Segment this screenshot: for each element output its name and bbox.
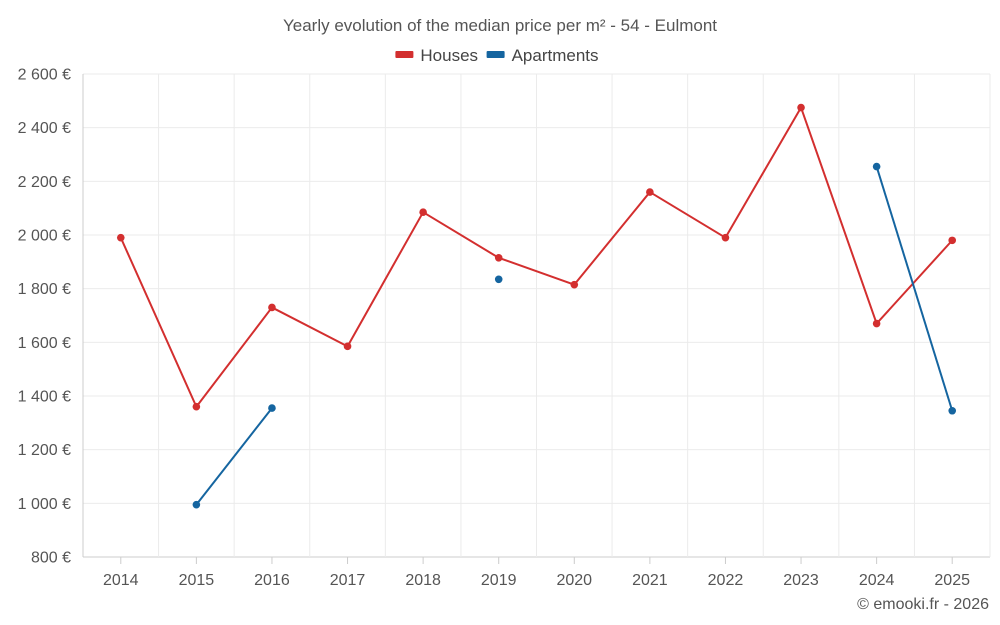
legend-swatch xyxy=(486,51,505,58)
series-lines xyxy=(116,103,957,509)
data-point[interactable] xyxy=(797,103,805,112)
y-tick-label: 2 200 € xyxy=(18,174,71,191)
grid-lines xyxy=(82,73,991,558)
data-point[interactable] xyxy=(872,319,881,328)
y-tick-label: 1 800 € xyxy=(18,281,71,298)
x-tick-label: 2020 xyxy=(556,572,592,589)
data-point[interactable] xyxy=(948,406,957,415)
data-point[interactable] xyxy=(570,280,579,289)
y-tick-label: 1 200 € xyxy=(18,442,71,459)
x-tick-label: 2014 xyxy=(103,572,139,589)
legend-label: Houses xyxy=(420,46,478,65)
x-tick-label: 2016 xyxy=(254,572,290,589)
credit-text: © emooki.fr - 2026 xyxy=(857,596,989,613)
series-line xyxy=(195,407,273,506)
chart-title: Yearly evolution of the median price per… xyxy=(283,16,717,35)
x-tick-label: 2017 xyxy=(330,572,366,589)
data-point[interactable] xyxy=(268,404,276,412)
y-tick-label: 2 600 € xyxy=(18,67,71,84)
series-houses xyxy=(116,103,957,411)
x-tick-label: 2015 xyxy=(179,572,215,589)
legend-item-apartments[interactable]: Apartments xyxy=(486,46,599,65)
legend-item-houses[interactable]: Houses xyxy=(395,46,478,65)
x-tick-label: 2025 xyxy=(934,572,970,589)
y-tick-label: 1 000 € xyxy=(18,496,71,513)
legend-swatch xyxy=(395,51,414,58)
y-tick-label: 2 000 € xyxy=(18,228,71,245)
y-tick-label: 2 400 € xyxy=(18,120,71,137)
y-tick-label: 1 400 € xyxy=(18,389,71,406)
series-apartments xyxy=(192,162,957,509)
data-point[interactable] xyxy=(494,275,503,284)
data-point[interactable] xyxy=(116,233,125,242)
series-line xyxy=(875,166,954,412)
data-point[interactable] xyxy=(948,236,957,245)
x-tick-label: 2024 xyxy=(859,572,895,589)
data-point[interactable] xyxy=(646,188,654,196)
data-point[interactable] xyxy=(721,233,730,242)
legend: Houses Apartments xyxy=(395,46,599,65)
legend-label: Apartments xyxy=(512,46,599,65)
y-axis-ticks: 800 € 1 000 € 1 200 € 1 400 € 1 600 € 1 800 €… xyxy=(18,67,71,567)
y-tick-label: 1 600 € xyxy=(18,335,71,352)
x-tick-label: 2022 xyxy=(708,572,744,589)
data-point[interactable] xyxy=(268,303,276,312)
x-tick-label: 2019 xyxy=(481,572,517,589)
data-point[interactable] xyxy=(419,208,427,216)
data-point[interactable] xyxy=(343,342,352,351)
data-point[interactable] xyxy=(192,402,201,411)
x-tick-label: 2018 xyxy=(405,572,441,589)
series-line xyxy=(119,106,953,408)
data-point[interactable] xyxy=(192,500,201,509)
x-tick-label: 2021 xyxy=(632,572,668,589)
x-axis-ticks: 2014 2015 2016 2017 2018 2019 2020 2021 2022 2023… xyxy=(103,557,970,589)
data-point[interactable] xyxy=(872,162,881,171)
x-tick-label: 2023 xyxy=(783,572,819,589)
y-tick-label: 800 € xyxy=(31,550,71,567)
data-point[interactable] xyxy=(494,254,503,262)
